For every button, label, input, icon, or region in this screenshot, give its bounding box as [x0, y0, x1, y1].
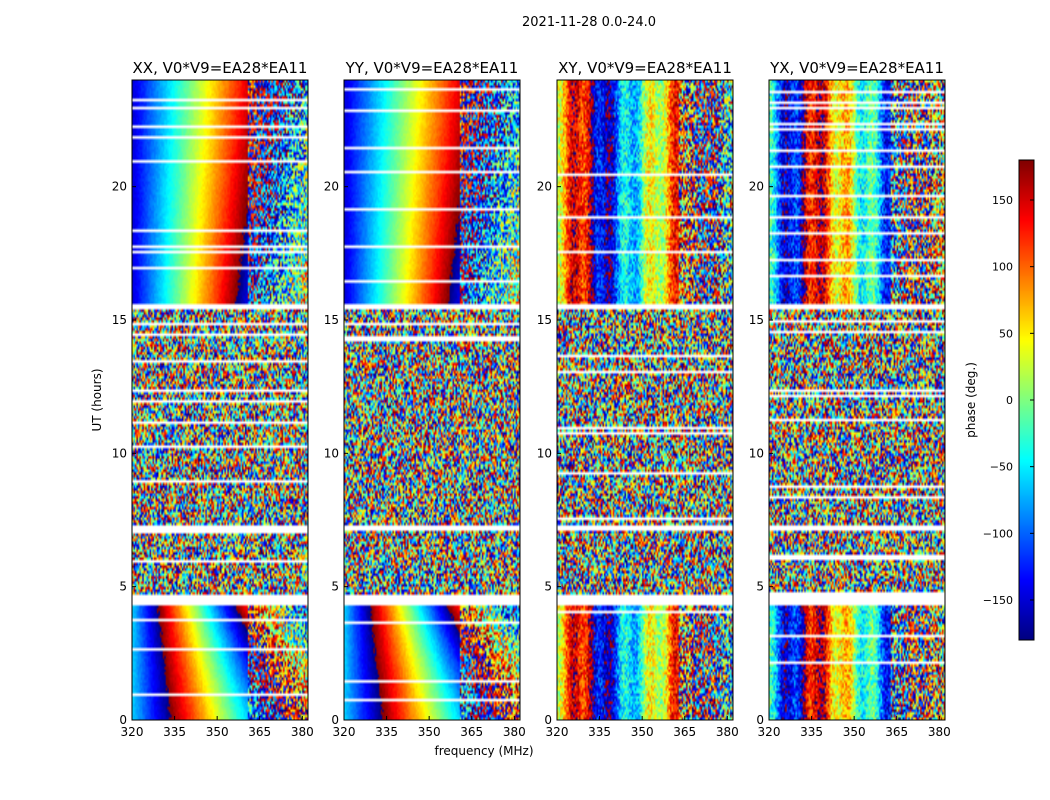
panel-1-title: XX, V0*V9=EA28*EA11: [133, 59, 308, 77]
y-tick-label: 0: [756, 713, 764, 727]
x-tick-label: 365: [673, 725, 696, 739]
x-tick-label: 350: [631, 725, 654, 739]
panel-4-title: YX, V0*V9=EA28*EA11: [769, 59, 944, 77]
panel-2-y-ticks: 0 5 10 15 20: [324, 180, 348, 727]
panel-1-y-ticks: 0 5 10 15 20: [112, 180, 136, 727]
heatmap-panel-1: XX, V0*V9=EA28*EA11 320 335 350 365 380 0 5 10…: [112, 59, 314, 739]
panel-2-frame: [343, 79, 521, 721]
heatmap-panel-4: YX, V0*V9=EA28*EA11 320 335 350 365 380 0 5 10…: [749, 59, 951, 739]
colorbar-tick-label: −150: [983, 594, 1013, 607]
heatmap-panel-2: YY, V0*V9=EA28*EA11 320 335 350 365 380 0 5 10…: [324, 59, 526, 739]
x-tick-label: 350: [206, 725, 229, 739]
colorbar-ticks: 150 100 50 0 −50 −100 −150: [983, 194, 1034, 607]
y-tick-label: 10: [537, 446, 552, 460]
y-tick-label: 5: [331, 580, 339, 594]
x-tick-label: 350: [843, 725, 866, 739]
panel-3-title: XY, V0*V9=EA28*EA11: [558, 59, 732, 77]
panel-2-title: YY, V0*V9=EA28*EA11: [345, 59, 519, 77]
x-tick-label: 350: [418, 725, 441, 739]
x-tick-label: 380: [291, 725, 314, 739]
y-tick-label: 20: [749, 180, 764, 194]
panel-2-heatmap-image: [344, 80, 520, 720]
panel-1-x-ticks: 320 335 350 365 380: [121, 716, 314, 739]
panel-3-y-ticks: 0 5 10 15 20: [537, 180, 561, 727]
y-tick-label: 0: [331, 713, 339, 727]
x-tick-label: 365: [248, 725, 271, 739]
panel-3-heatmap-image: [557, 80, 733, 720]
panel-4-y-ticks: 0 5 10 15 20: [749, 180, 773, 727]
x-tick-label: 380: [503, 725, 526, 739]
colorbar-tick-label: 100: [992, 261, 1013, 274]
y-tick-label: 10: [749, 446, 764, 460]
panel-1-heatmap-image: [132, 80, 308, 720]
x-tick-label: 335: [163, 725, 186, 739]
colorbar-tick-label: −50: [990, 461, 1013, 474]
panel-2-x-ticks: 320 335 350 365 380: [333, 716, 526, 739]
panel-3-frame: [556, 79, 734, 721]
colorbar-tick-label: 0: [1006, 394, 1013, 407]
x-tick-label: 320: [121, 725, 144, 739]
y-tick-label: 10: [324, 446, 339, 460]
x-tick-label: 320: [333, 725, 356, 739]
panel-4-frame: [768, 79, 946, 721]
x-tick-label: 335: [375, 725, 398, 739]
colorbar-label: phase (deg.): [964, 362, 978, 438]
y-tick-label: 15: [112, 313, 127, 327]
figure-suptitle: 2021-11-28 0.0-24.0: [522, 15, 656, 30]
heatmap-panel-3: XY, V0*V9=EA28*EA11 320 335 350 365 380 0 5 10…: [537, 59, 739, 739]
x-tick-label: 380: [716, 725, 739, 739]
x-tick-label: 320: [546, 725, 569, 739]
panel-1-frame: [131, 79, 309, 721]
x-tick-label: 335: [588, 725, 611, 739]
x-axis-label: frequency (MHz): [434, 744, 533, 758]
y-tick-label: 20: [324, 180, 339, 194]
x-tick-label: 365: [885, 725, 908, 739]
y-tick-label: 10: [112, 446, 127, 460]
x-tick-label: 380: [928, 725, 951, 739]
colorbar: 150 100 50 0 −50 −100 −150 phase (deg.): [964, 159, 1035, 641]
panel-4-heatmap-image: [769, 80, 945, 720]
x-tick-label: 365: [460, 725, 483, 739]
y-axis-label: UT (hours): [90, 368, 104, 431]
panel-4-x-ticks: 320 335 350 365 380: [758, 716, 951, 739]
y-tick-label: 0: [119, 713, 127, 727]
y-tick-label: 20: [112, 180, 127, 194]
colorbar-tick-label: 50: [999, 327, 1013, 340]
y-tick-label: 5: [544, 580, 552, 594]
x-tick-label: 320: [758, 725, 781, 739]
y-tick-label: 15: [749, 313, 764, 327]
colorbar-tick-label: 150: [992, 194, 1013, 207]
panel-3-x-ticks: 320 335 350 365 380: [546, 716, 739, 739]
y-tick-label: 15: [537, 313, 552, 327]
x-tick-label: 335: [800, 725, 823, 739]
colorbar-tick-label: −100: [983, 527, 1013, 540]
colorbar-gradient: [1019, 160, 1034, 640]
y-tick-label: 5: [119, 580, 127, 594]
y-tick-label: 5: [756, 580, 764, 594]
y-tick-label: 20: [537, 180, 552, 194]
y-tick-label: 0: [544, 713, 552, 727]
y-tick-label: 15: [324, 313, 339, 327]
